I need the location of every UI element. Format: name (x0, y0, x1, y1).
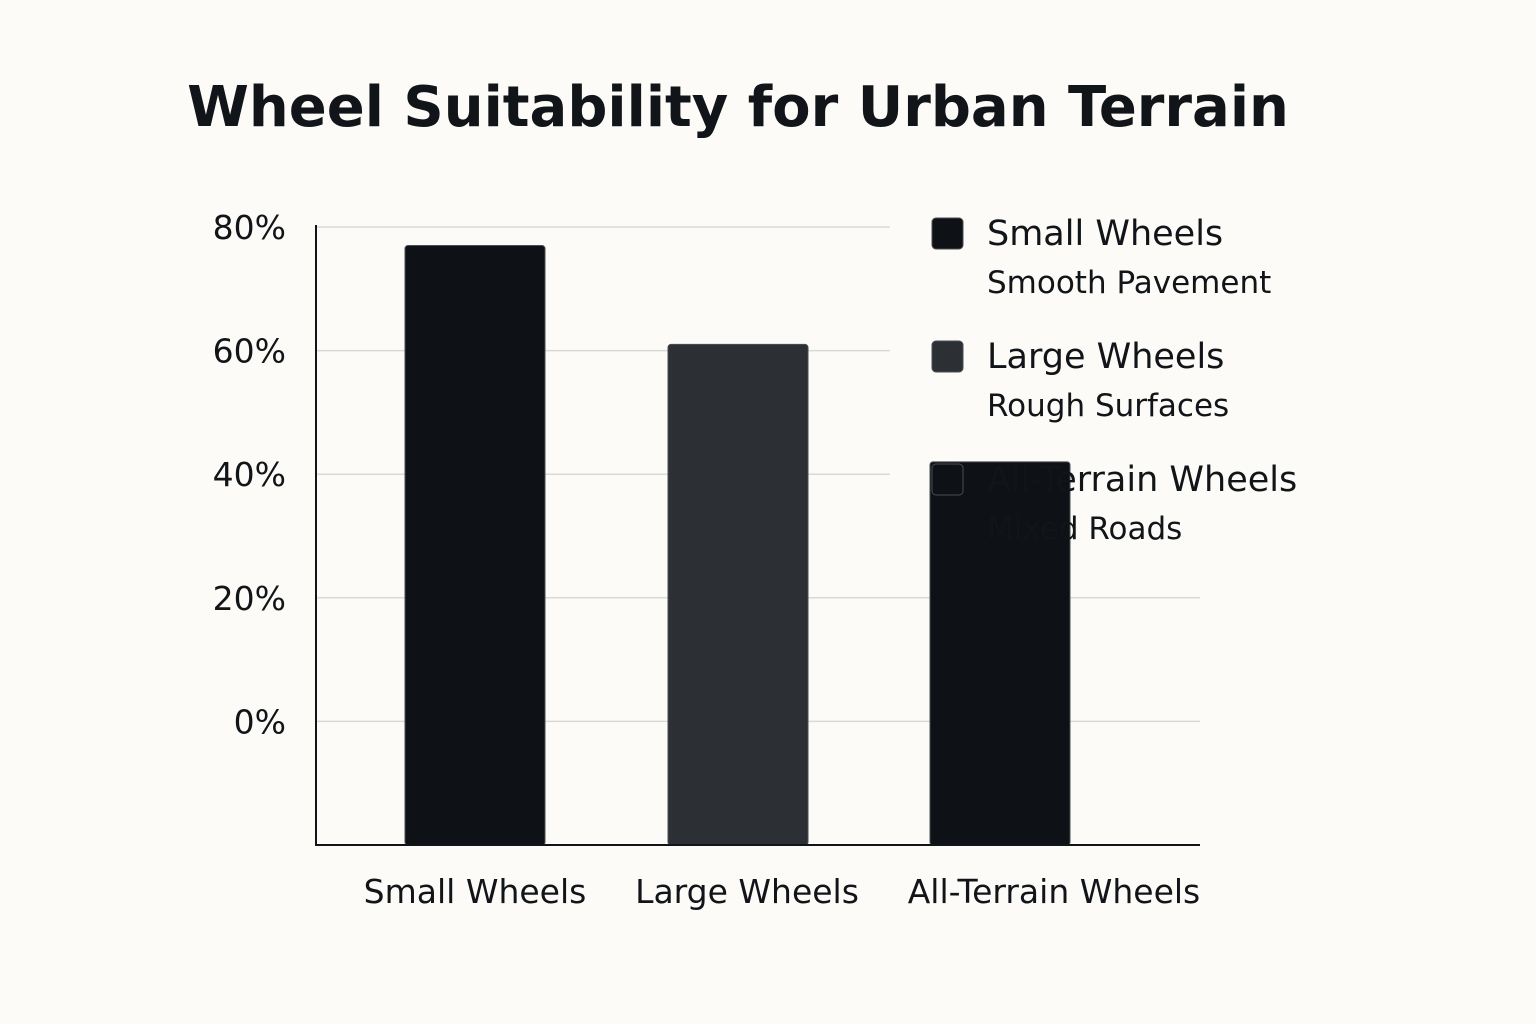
x-tick-label: Large Wheels (635, 872, 859, 911)
legend-swatch (931, 217, 964, 250)
x-tick-label: Small Wheels (364, 872, 587, 911)
legend-swatch (931, 340, 964, 373)
y-tick-label: 40% (213, 455, 286, 494)
legend-description: Mixed Roads (987, 511, 1182, 547)
y-tick-label: 0% (234, 702, 286, 741)
legend-label: Large Wheels (987, 337, 1224, 377)
axes (315, 225, 1200, 846)
legend-swatch (931, 463, 964, 496)
y-tick-label: 20% (213, 579, 286, 618)
legend-description: Smooth Pavement (987, 265, 1271, 301)
y-tick-label: 60% (213, 332, 286, 371)
bars (404, 245, 1071, 846)
legend: Small Wheels Smooth Pavement Large Wheels R… (931, 214, 1297, 547)
legend-description: Rough Surfaces (987, 388, 1229, 424)
bar-large-wheels (667, 343, 809, 846)
chart-title: Wheel Suitability for Urban Terrain (187, 75, 1289, 140)
x-tick-label: All-Terrain Wheels (908, 872, 1201, 911)
y-tick-label: 80% (213, 208, 286, 247)
bar-small-wheels (404, 245, 546, 846)
legend-label: All-Terrain Wheels (987, 460, 1297, 500)
legend-label: Small Wheels (987, 214, 1223, 254)
x-axis-labels: Small Wheels Large Wheels All-Terrain Whee… (364, 872, 1201, 911)
y-axis-ticks: 0% 20% 40% 60% 80% (213, 208, 286, 741)
